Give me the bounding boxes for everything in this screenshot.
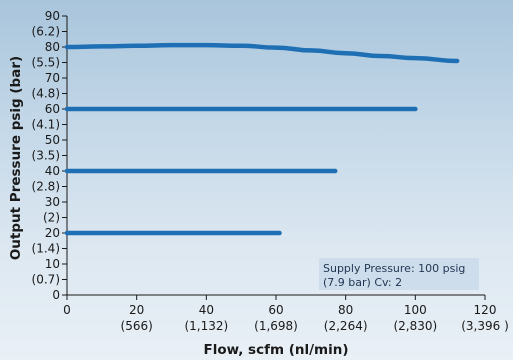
y-tick-label: 30	[45, 195, 60, 209]
x-tick-label: 60	[268, 303, 283, 317]
series-group	[64, 42, 460, 236]
x-tick-label: 80	[338, 303, 353, 317]
y-tick-label: (6.2)	[32, 25, 60, 39]
y-tick-label: (5.5)	[32, 56, 60, 70]
x-tick-sublabel: (1,132)	[184, 319, 228, 333]
y-tick-label: (1.4)	[32, 242, 60, 256]
y-tick-label: (3.5)	[32, 149, 60, 163]
supply-pressure-note: Supply Pressure: 100 psig (7.9 bar) Cv: …	[319, 258, 479, 290]
y-axis: 0(0.7) 10(1.4) 20(2) 30(2.8) 40(3.5) 50(4.1) 6…	[32, 9, 68, 302]
y-axis-title: Output Pressure psig (bar)	[8, 56, 24, 260]
x-tick-sublabel: (1,698)	[254, 319, 298, 333]
y-tick-label: 50	[45, 133, 60, 147]
x-tick-sublabel: (2,830)	[393, 319, 437, 333]
x-tick-sublabel: (2,264)	[324, 319, 368, 333]
note-line-1: Supply Pressure: 100 psig	[323, 262, 465, 275]
note-box	[319, 258, 479, 290]
y-tick-label: 60	[45, 102, 60, 116]
x-tick-sublabel: (3,396 )	[461, 319, 509, 333]
x-tick-label: 20	[129, 303, 144, 317]
y-tick-label: (2.8)	[32, 180, 60, 194]
y-tick-label: (0.7)	[32, 273, 60, 287]
y-tick-label: 80	[45, 40, 60, 54]
y-tick-label: 0	[52, 288, 60, 302]
x-tick-label: 0	[63, 303, 71, 317]
y-tick-label: 90	[45, 9, 60, 23]
note-line-2: (7.9 bar) Cv: 2	[323, 276, 402, 289]
x-axis-title: Flow, scfm (nl/min)	[203, 342, 348, 358]
y-tick-label: 20	[45, 226, 60, 240]
x-tick-label: 100	[404, 303, 427, 317]
series-line-1	[64, 42, 460, 64]
y-tick-label: (4.1)	[32, 118, 60, 132]
x-axis: 0 20 (566) 40 (1,132) 60 (1,698) 80 (2,264) 100 (2…	[63, 294, 509, 333]
x-tick-sublabel: (566)	[121, 319, 153, 333]
y-tick-label: 10	[45, 257, 60, 271]
y-tick-label: 70	[45, 71, 60, 85]
x-tick-label: 40	[199, 303, 214, 317]
y-tick-label: (2)	[43, 211, 60, 225]
y-tick-label: 40	[45, 164, 60, 178]
y-tick-label: (4.8)	[32, 87, 60, 101]
x-tick-label: 120	[474, 303, 497, 317]
